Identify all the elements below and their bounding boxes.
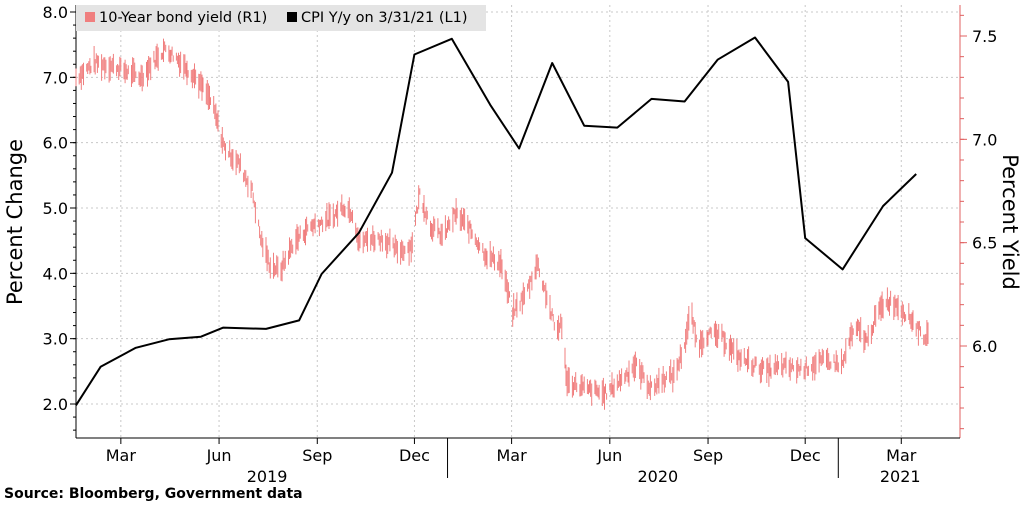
x-tick-label: Jun <box>206 446 232 465</box>
bond-yield-series <box>75 38 929 410</box>
legend-label-cpi: CPI Y/y on 3/31/21 (L1) <box>301 10 467 26</box>
x-tick-label: Dec <box>790 446 821 465</box>
y-tick-label-left: 2.0 <box>43 395 68 414</box>
legend: 10-Year bond yield (R1) CPI Y/y on 3/31/… <box>76 5 486 31</box>
x-tick-label: Dec <box>399 446 430 465</box>
x-tick-label: Jun <box>596 446 622 465</box>
x-year-label: 2019 <box>247 467 288 486</box>
x-tick-label: Mar <box>497 446 528 465</box>
y-tick-label-left: 7.0 <box>43 68 68 87</box>
y-tick-label-left: 8.0 <box>43 3 68 22</box>
gridlines <box>76 5 960 438</box>
y-tick-label-left: 4.0 <box>43 264 68 283</box>
legend-background <box>76 5 486 31</box>
legend-label-yield: 10-Year bond yield (R1) <box>99 10 267 26</box>
y-tick-label-left: 6.0 <box>43 134 68 153</box>
x-year-label: 2020 <box>638 467 679 486</box>
legend-swatch-yield <box>85 12 95 22</box>
x-tick-label: Sep <box>693 446 723 465</box>
y-axis-title-right: Percent Yield <box>998 154 1022 290</box>
cpi-line <box>75 36 917 406</box>
y-axis-title-left: Percent Change <box>3 139 27 305</box>
axes: 2.0 3.0 4.0 5.0 6.0 7.0 8.0 6.0 6.5 7.0 7.5 Mar Jun S… <box>43 3 998 486</box>
x-tick-label: Mar <box>106 446 137 465</box>
y-tick-label-right: 7.5 <box>972 27 997 46</box>
x-tick-label: Mar <box>886 446 917 465</box>
x-year-label: 2021 <box>880 467 921 486</box>
x-tick-label: Sep <box>302 446 332 465</box>
source-note: Source: Bloomberg, Government data <box>4 486 303 502</box>
y-tick-label-right: 6.0 <box>972 337 997 356</box>
y-tick-label-left: 5.0 <box>43 199 68 218</box>
y-tick-label-right: 7.0 <box>972 130 997 149</box>
legend-swatch-cpi <box>287 12 297 22</box>
y-tick-label-left: 3.0 <box>43 330 68 349</box>
y-tick-label-right: 6.5 <box>972 234 997 253</box>
